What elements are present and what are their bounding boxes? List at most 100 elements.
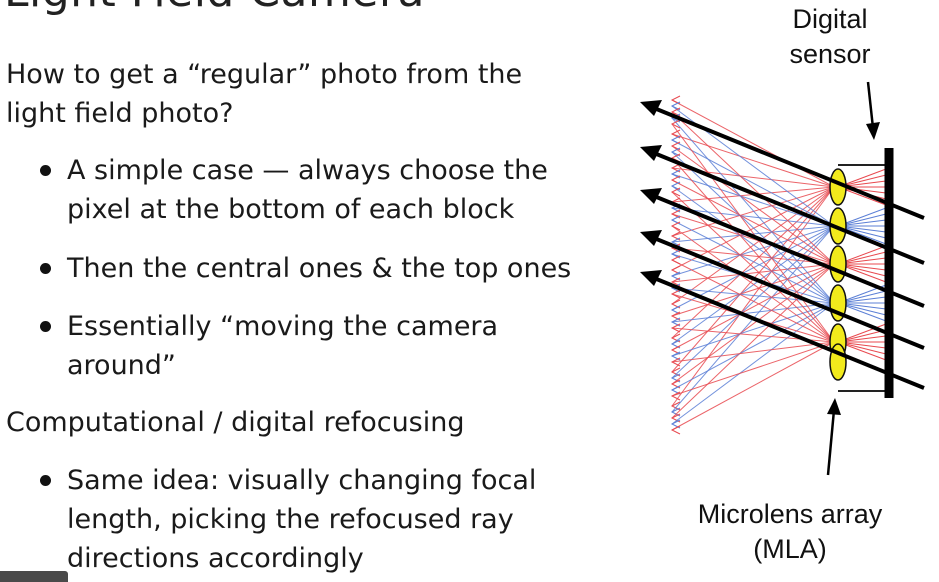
chief-ray-arrowhead: [640, 145, 662, 161]
slide-title: Light Field Camera: [4, 0, 425, 17]
ray-arrowhead: [670, 249, 681, 259]
ray-arrowhead: [670, 141, 681, 151]
ray-line: [671, 139, 835, 227]
ray-arrowhead: [670, 95, 681, 105]
ray-line: [671, 341, 835, 397]
ray-arrowhead: [670, 391, 681, 401]
ray-arrowhead: [670, 413, 681, 423]
bullet-dot: [40, 263, 51, 274]
ray-line: [671, 225, 835, 379]
ray-arrowhead: [670, 215, 681, 225]
bullet-moving-camera: Essentially “moving the camera around”: [40, 307, 560, 385]
ray-arrowhead: [670, 311, 681, 321]
question-text: How to get a “regular” photo from the li…: [6, 59, 523, 129]
ray-arrowhead: [670, 169, 681, 179]
sensor-pointer-arrow: [866, 81, 880, 140]
ray-arrowhead: [670, 107, 681, 117]
ray-line: [671, 133, 835, 188]
ray-line: [671, 302, 835, 391]
ray-arrowhead: [670, 367, 681, 377]
ray-arrowhead: [670, 113, 681, 123]
ray-arrowhead: [670, 231, 681, 241]
ray-line: [671, 225, 835, 243]
chief-ray: [653, 276, 925, 390]
ray-arrowhead: [670, 175, 681, 185]
ray-arrowhead: [670, 425, 681, 435]
ray-arrowhead: [670, 265, 681, 275]
ray-arrowhead: [670, 323, 681, 333]
chief-ray: [653, 106, 925, 220]
ray-line: [671, 186, 835, 339]
bullet-simple-case: A simple case — always choose the pixel …: [40, 151, 600, 229]
ray-line: [671, 111, 835, 265]
ray-arrowhead: [670, 221, 681, 231]
ray-arrowhead: [670, 271, 681, 281]
ray-line: [671, 259, 835, 343]
ray-arrowhead: [670, 407, 681, 417]
ray-line: [671, 225, 835, 345]
ray-line: [671, 302, 835, 425]
bullet-same-idea: Same idea: visually changing focal lengt…: [40, 461, 590, 578]
ray-line: [671, 151, 835, 304]
ray-arrowhead: [670, 277, 681, 287]
ray-line: [671, 341, 835, 363]
ray-line: [671, 213, 835, 265]
ray-line: [671, 99, 835, 188]
ray-line: [671, 123, 835, 343]
ray-arrowhead: [670, 135, 681, 145]
ray-line: [671, 341, 835, 431]
bullet-text: A simple case — always choose the pixel …: [67, 155, 548, 225]
ray-arrowhead: [670, 345, 681, 355]
microlens: [829, 245, 847, 283]
bullet-dot: [40, 165, 51, 176]
chief-ray-arrowhead: [640, 230, 662, 246]
ray-arrowhead: [670, 357, 681, 367]
microlens-array-label: Microlens array (MLA): [697, 499, 883, 564]
ray-arrowhead: [670, 119, 681, 129]
ray-arrowhead: [670, 289, 681, 299]
ray-arrowhead: [670, 283, 681, 293]
bullet-text: Same idea: visually changing focal lengt…: [67, 465, 537, 574]
ray-line: [671, 185, 835, 304]
ray-arrowhead: [670, 243, 681, 253]
chief-ray-arrowhead: [640, 188, 662, 204]
mla-frame: [838, 164, 888, 392]
chief-rays: [640, 100, 925, 390]
refocusing-heading: Computational / digital refocusing: [6, 407, 465, 438]
ray-line: [671, 207, 835, 227]
ray-line: [671, 191, 835, 343]
digital-sensor-label: Digital sensor: [789, 4, 871, 69]
chief-ray: [653, 236, 925, 350]
bullet-dot: [40, 475, 51, 486]
ray-arrowhead: [670, 147, 681, 157]
ray-arrowhead: [670, 255, 681, 265]
chief-ray-arrowhead: [640, 270, 662, 286]
ray-line: [671, 179, 835, 265]
chief-ray-arrowhead: [640, 100, 662, 116]
ray-line: [671, 263, 835, 283]
ray-arrowhead: [670, 401, 681, 411]
bullet-central-top: Then the central ones & the top ones: [40, 249, 630, 288]
ray-line: [671, 225, 835, 343]
ray-arrowhead: [670, 299, 681, 309]
ray-arrowhead: [670, 163, 681, 173]
ray-arrowhead: [670, 351, 681, 361]
ray-line: [671, 219, 835, 304]
ray-arrowhead: [670, 317, 681, 327]
ray-bundles: [670, 95, 887, 435]
mla-pointer-arrow: [826, 398, 841, 476]
ray-arrowhead: [670, 101, 681, 111]
bullet-text: Then the central ones & the top ones: [67, 253, 572, 284]
ray-arrowhead: [670, 181, 681, 191]
ray-arrowhead: [670, 187, 681, 197]
chief-ray: [653, 194, 925, 308]
chief-ray: [653, 151, 925, 265]
ray-line: [671, 186, 835, 237]
ray-arrowhead: [670, 209, 681, 219]
ray-arrowhead: [670, 305, 681, 315]
bullet-text: Essentially “moving the camera around”: [67, 311, 499, 381]
ray-line: [671, 117, 835, 304]
video-thumbnail-edge: [0, 571, 68, 582]
ray-line: [671, 157, 835, 343]
